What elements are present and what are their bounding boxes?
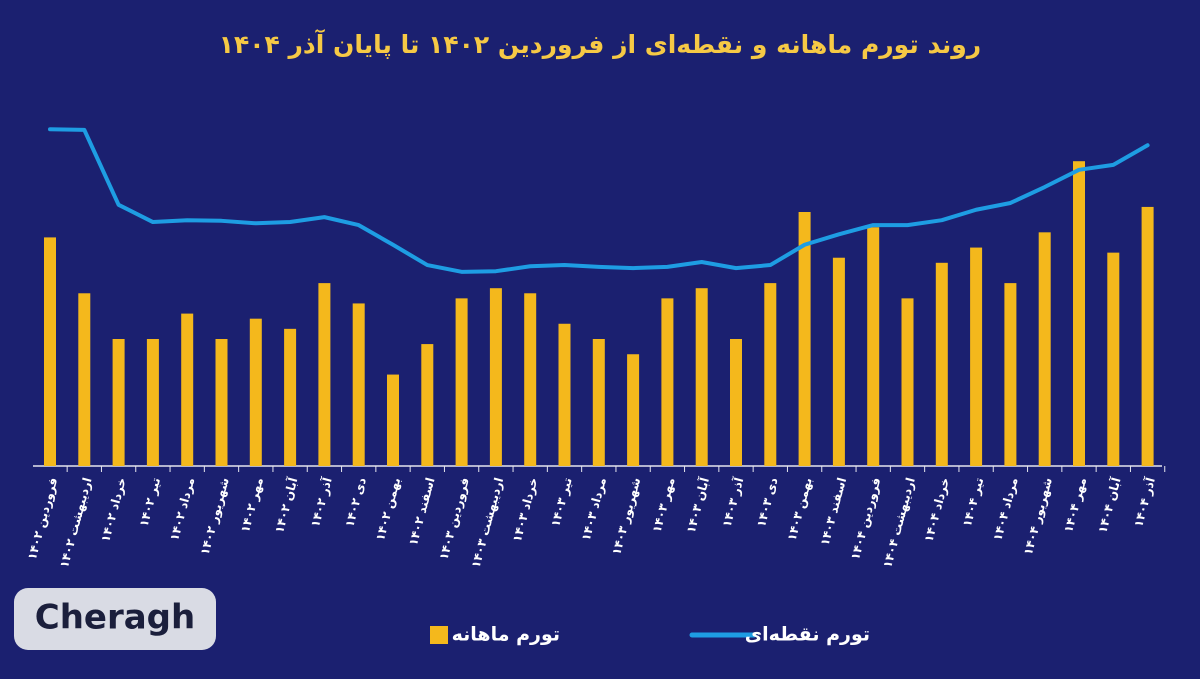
bar [455, 298, 468, 466]
bar [318, 283, 331, 466]
bar [44, 237, 56, 466]
bar [1107, 252, 1120, 466]
bar [832, 257, 845, 466]
bar [215, 339, 228, 466]
bar [78, 293, 91, 466]
bar [730, 339, 742, 466]
bar [1038, 232, 1051, 466]
bar [1141, 206, 1154, 467]
bar [112, 339, 125, 466]
bar [146, 339, 159, 466]
watermark-box [14, 588, 216, 650]
bar [798, 212, 811, 466]
bar [764, 283, 777, 466]
legend-label: تورم نقطه‌ای [745, 624, 870, 646]
bar [284, 328, 297, 466]
bar [421, 344, 434, 466]
bar [1073, 161, 1085, 466]
line [48, 127, 1150, 274]
bar [524, 293, 537, 466]
bar [867, 227, 880, 466]
bar [249, 318, 262, 466]
legend-swatch [430, 626, 448, 644]
chart-title: روند تورم ماهانه و نقطه‌ای از فروردین ۱۴… [219, 29, 981, 60]
legend-label: تورم ماهانه [452, 624, 560, 646]
bar [558, 323, 571, 466]
bar [661, 298, 674, 466]
bar [970, 247, 983, 466]
bar [181, 313, 194, 466]
bar [387, 374, 399, 466]
bar [935, 262, 948, 466]
bar [1004, 283, 1017, 466]
bar [352, 303, 365, 466]
bar [901, 298, 914, 466]
bar [627, 354, 640, 466]
watermark: Cheragh [35, 598, 195, 638]
bar [695, 288, 708, 466]
bar [489, 288, 502, 466]
bar [592, 339, 605, 466]
